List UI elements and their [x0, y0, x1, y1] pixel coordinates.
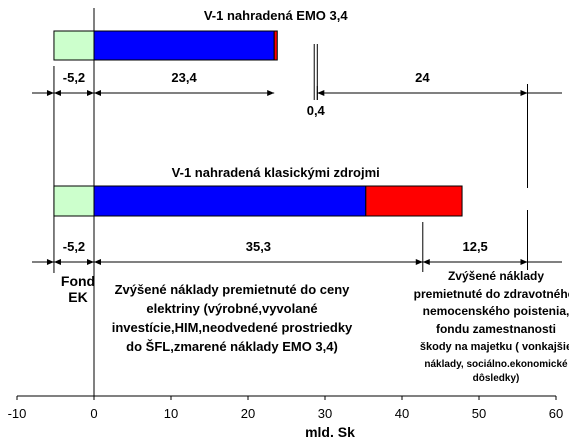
dimension-arrow: [53, 259, 61, 265]
x-tick-label: 20: [241, 406, 255, 421]
x-tick-label: 10: [164, 406, 178, 421]
dimension-arrow: [87, 90, 94, 96]
dimension-arrow: [520, 90, 528, 96]
bar-segment: [93, 30, 275, 61]
bar-segment: [93, 185, 367, 217]
annotation-insurance: dôsledky): [473, 373, 520, 384]
x-tick-label: 40: [395, 406, 409, 421]
dimension-label: -5,2: [63, 239, 85, 254]
x-tick-label: -10: [8, 406, 27, 421]
dimension-arrow: [53, 90, 61, 96]
annotation-insurance: škody na majetku ( vonkajšie: [420, 341, 569, 353]
annotation-insurance: Zvýšené náklady: [448, 269, 544, 283]
bar-segment: [53, 185, 95, 217]
x-tick-label: 0: [90, 406, 97, 421]
dimension-label: 23,4: [171, 70, 197, 85]
annotation-costs: investície,HIM,neodvedené prostriedky: [112, 320, 353, 335]
x-axis-title: mld. Sk: [305, 424, 355, 440]
dimension-label: 35,3: [246, 239, 271, 254]
dimension-arrow: [267, 90, 275, 96]
dimension-label: 12,5: [462, 239, 487, 254]
dimension-arrow: [415, 259, 423, 265]
dimension-arrow: [520, 259, 528, 265]
bar-title: V-1 nahradená EMO 3,4: [204, 8, 349, 23]
dimension-arrow: [46, 90, 54, 96]
dimension-arrow: [87, 259, 94, 265]
annotation-costs: do ŠFL,zmarené náklady EMO 3,4): [126, 339, 338, 354]
bar-segment: [365, 185, 463, 217]
dimension-label: 0,4: [307, 103, 326, 118]
dimension-label: -5,2: [63, 70, 85, 85]
annotation-fond: Fond: [61, 273, 95, 289]
x-tick-label: 50: [472, 406, 486, 421]
annotation-insurance: náklady, sociálno.ekonomické: [424, 359, 568, 370]
annotation-insurance: premietnuté do zdravotného,: [414, 287, 569, 301]
bar-title: V-1 nahradená klasickými zdrojmi: [172, 165, 380, 180]
annotation-costs: Zvýšené náklady premietnuté do ceny: [115, 282, 351, 297]
dimension-arrow: [422, 259, 430, 265]
x-tick-label: 30: [318, 406, 332, 421]
x-tick-label: 60: [549, 406, 563, 421]
annotation-insurance: nemocenského poistenia,: [423, 304, 569, 318]
dimension-arrow: [94, 259, 101, 265]
annotation-fond: EK: [68, 289, 87, 305]
dimension-arrow: [317, 90, 325, 96]
dimension-label: 24: [415, 70, 430, 85]
dimension-arrow: [94, 90, 101, 96]
annotation-insurance: fondu zamestnanosti: [436, 322, 556, 336]
annotation-costs: elektriny (výrobné,vyvolané: [146, 301, 317, 316]
dimension-arrow: [46, 259, 54, 265]
bar-segment: [273, 30, 278, 61]
bar-segment: [53, 30, 95, 61]
